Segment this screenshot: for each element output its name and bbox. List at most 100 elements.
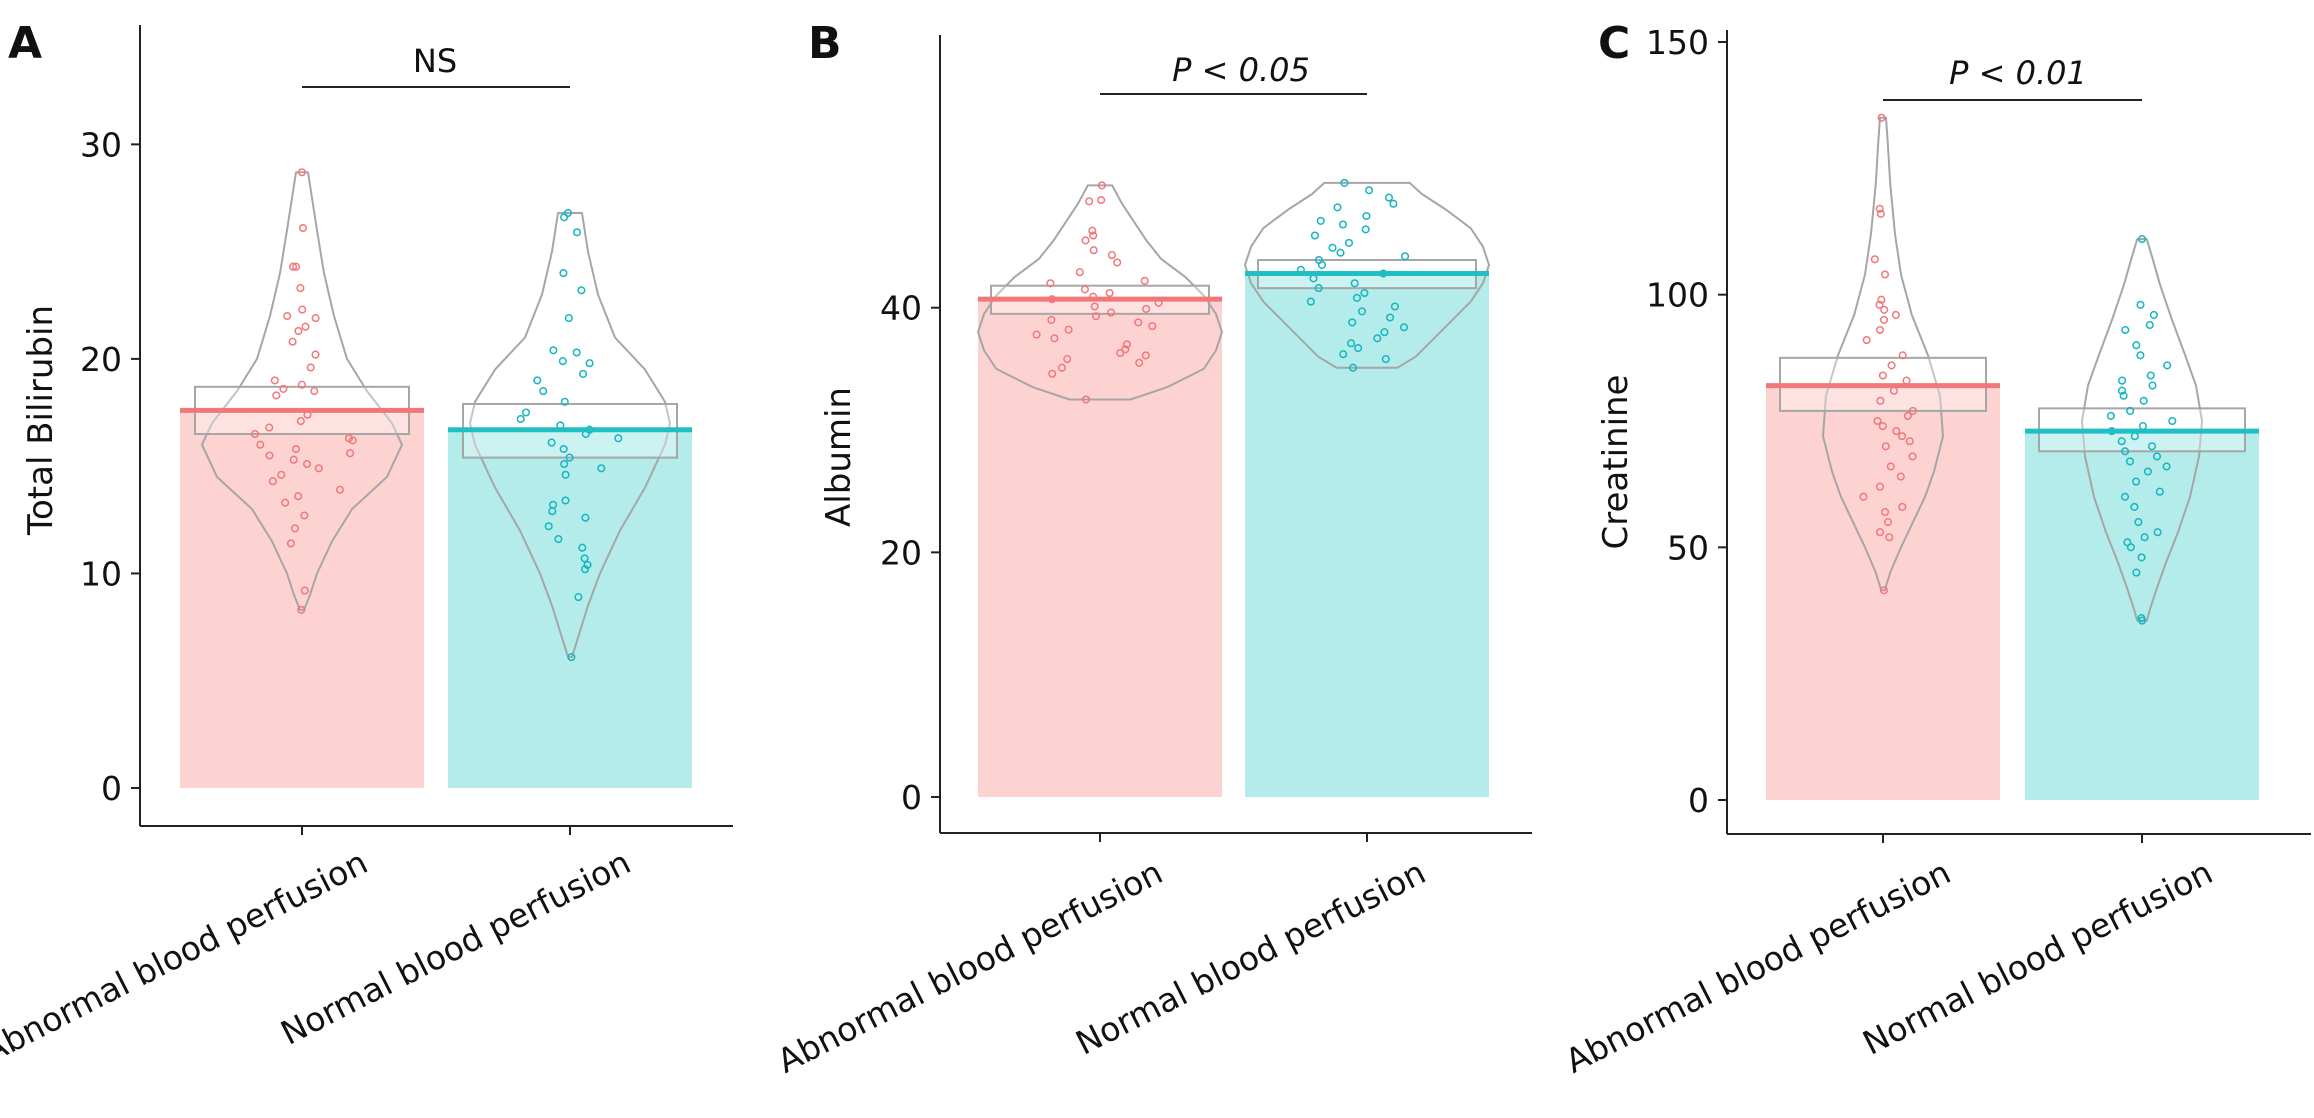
data-point [1859, 492, 1868, 501]
data-point [268, 477, 277, 486]
data-point [2136, 300, 2145, 309]
data-point [1142, 304, 1151, 313]
data-point [1105, 288, 1114, 298]
data-point [1886, 462, 1895, 471]
plot-area: 0 20 40 [880, 35, 1532, 842]
data-point [301, 322, 310, 331]
data-point [580, 565, 590, 574]
data-point [294, 326, 303, 336]
data-point [560, 397, 569, 406]
data-point [554, 535, 563, 544]
data-point [2149, 310, 2158, 319]
data-point [1328, 243, 1337, 252]
data-point [1389, 199, 1398, 208]
data-point [1878, 422, 1887, 431]
data-point [2139, 396, 2148, 405]
data-point [314, 464, 323, 473]
data-point [1081, 236, 1090, 245]
data-point [1339, 350, 1348, 359]
data-point [289, 455, 298, 464]
data-point [567, 653, 576, 662]
data-point [1140, 276, 1149, 285]
data-point [292, 262, 301, 271]
data-point [1148, 322, 1157, 331]
data-point [1905, 437, 1914, 446]
data-point [1046, 279, 1055, 288]
data-point [1373, 334, 1382, 343]
data-point [1386, 313, 1395, 322]
data-point [1401, 252, 1410, 261]
data-point [270, 376, 279, 385]
data-point [297, 168, 306, 177]
data-point [2162, 462, 2171, 471]
data-point [1064, 325, 1073, 334]
data-point [272, 391, 281, 400]
data-point [1122, 340, 1131, 349]
data-point [1089, 231, 1098, 240]
data-point [1870, 255, 1879, 264]
data-point [2138, 616, 2147, 625]
data-point [297, 380, 306, 389]
bar [1245, 273, 1489, 797]
data-point [1880, 305, 1889, 314]
data-point [1880, 270, 1890, 279]
data-point [1897, 432, 1907, 441]
data-point [1390, 302, 1399, 311]
data-point [346, 449, 355, 458]
data-point [298, 305, 307, 314]
data-point [1032, 330, 1041, 339]
data-point [311, 350, 320, 359]
data-point [348, 436, 357, 445]
significance-label: NS [413, 42, 457, 80]
data-point [1116, 348, 1125, 358]
data-point [1876, 209, 1885, 218]
data-point [2132, 477, 2141, 486]
data-point [565, 453, 574, 462]
data-point [2121, 447, 2130, 456]
data-point [1089, 246, 1098, 255]
data-point [2130, 502, 2139, 511]
data-point [1344, 238, 1354, 247]
data-point [1107, 308, 1116, 317]
data-point [1362, 211, 1371, 221]
data-point [560, 213, 569, 222]
data-point [1080, 285, 1089, 294]
data-point [1879, 586, 1888, 595]
data-point [1380, 328, 1389, 337]
data-point [1875, 528, 1885, 537]
data-point [1399, 323, 1409, 332]
data-point [580, 554, 589, 563]
data-point [265, 451, 274, 460]
data-point [572, 348, 581, 357]
data-point [1384, 193, 1394, 202]
data-point [1877, 295, 1886, 304]
y-tick-label: 100 [1646, 276, 1709, 315]
data-point [2163, 361, 2172, 370]
data-point [2147, 442, 2157, 451]
data-point [2132, 341, 2141, 350]
data-point [1875, 204, 1884, 213]
data-point [283, 311, 292, 321]
data-point [560, 459, 569, 469]
data-point [1347, 339, 1356, 348]
data-point [1310, 231, 1319, 240]
violin-outline [977, 184, 1223, 401]
y-tick-label: 30 [80, 125, 122, 164]
y-axis-title: Creatinine [1596, 375, 1636, 550]
data-point [2143, 467, 2152, 476]
data-point [298, 223, 308, 233]
y-tick-label: 0 [1688, 781, 1709, 820]
data-point [1881, 442, 1890, 451]
data-point [564, 314, 573, 323]
data-point [1350, 279, 1359, 288]
significance-label: P < 0.01 [1949, 54, 2087, 92]
data-point [291, 444, 301, 454]
data-point [2134, 518, 2143, 527]
data-point [1097, 196, 1106, 205]
data-point [581, 513, 590, 522]
data-point [296, 417, 305, 426]
data-point [549, 346, 558, 355]
